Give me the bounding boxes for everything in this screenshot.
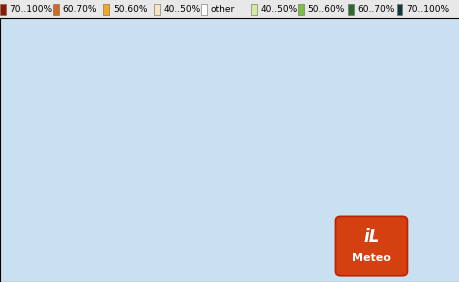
- Text: 40..50%: 40..50%: [260, 5, 297, 14]
- Text: 60..70%: 60..70%: [357, 5, 394, 14]
- Bar: [396, 5, 402, 15]
- Text: Meteo: Meteo: [351, 253, 390, 263]
- Text: 50.60%: 50.60%: [113, 5, 147, 14]
- Text: 50..60%: 50..60%: [307, 5, 344, 14]
- Bar: [250, 5, 256, 15]
- Text: 70..100%: 70..100%: [10, 5, 53, 14]
- Bar: [0, 5, 6, 15]
- FancyBboxPatch shape: [335, 216, 407, 276]
- Text: 40..50%: 40..50%: [163, 5, 201, 14]
- Bar: [297, 5, 303, 15]
- Bar: [103, 5, 109, 15]
- Text: other: other: [210, 5, 235, 14]
- Bar: [53, 5, 59, 15]
- Bar: [347, 5, 353, 15]
- Text: 70..100%: 70..100%: [405, 5, 448, 14]
- Bar: [154, 5, 160, 15]
- Bar: [201, 5, 207, 15]
- Text: 60.70%: 60.70%: [62, 5, 97, 14]
- Text: iL: iL: [363, 228, 379, 246]
